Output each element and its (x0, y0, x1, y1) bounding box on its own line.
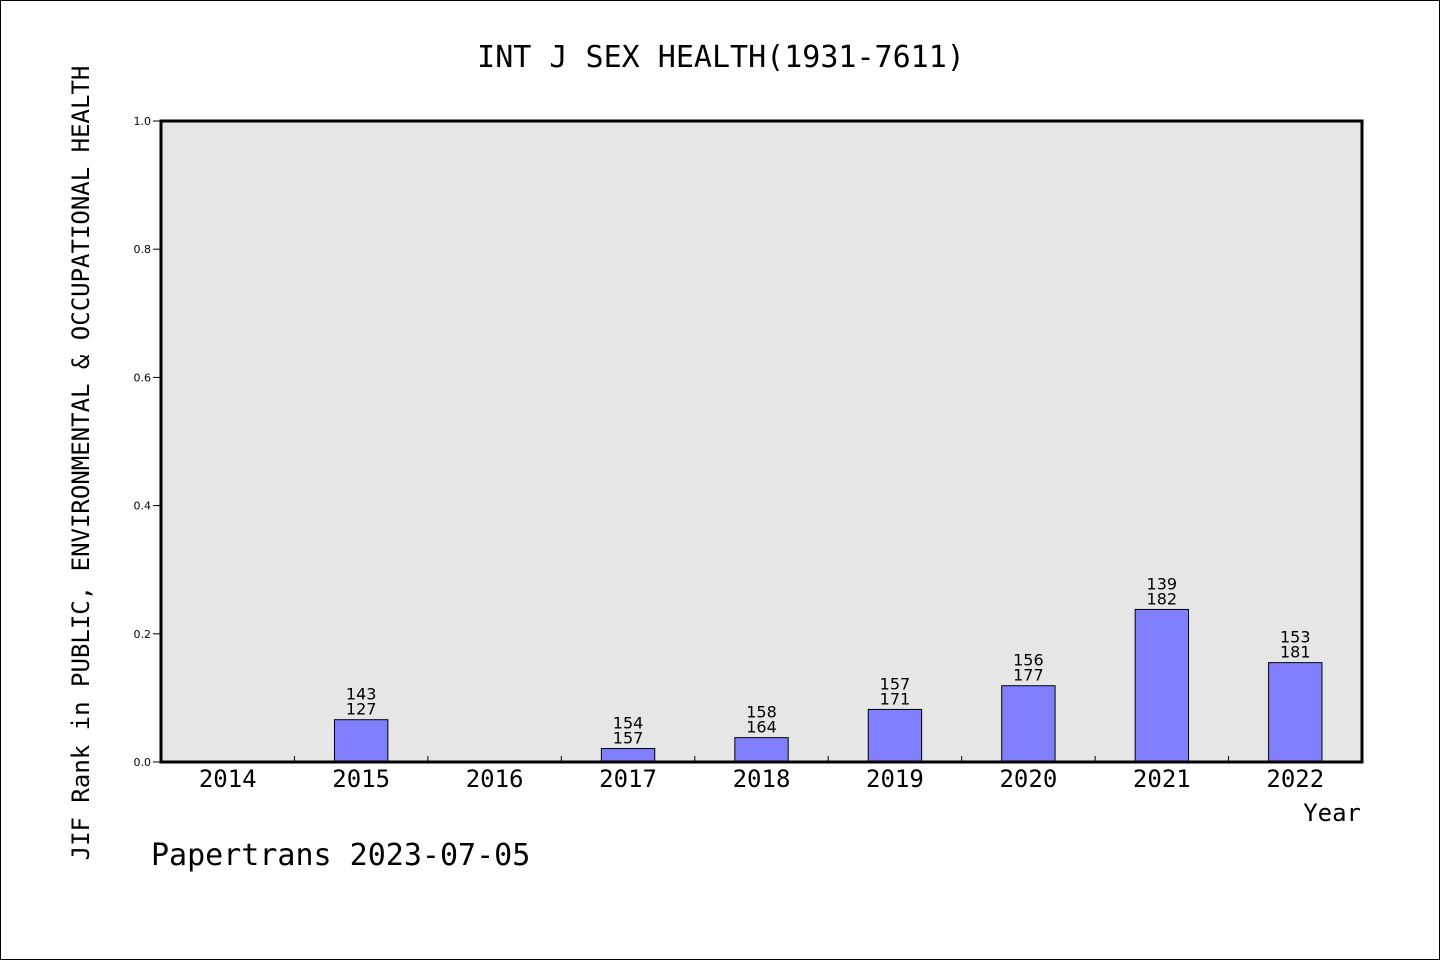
y-tick-label: 0.0 (134, 756, 152, 769)
x-axis-label: Year (1303, 799, 1361, 827)
y-tick-label: 0.4 (134, 500, 152, 513)
x-tick-label: 2019 (866, 765, 924, 793)
bar-label-total: 171 (880, 689, 911, 708)
chart-title: INT J SEX HEALTH(1931-7611) (477, 40, 965, 75)
bar-label-total: 182 (1147, 589, 1178, 608)
x-tick-label: 2017 (599, 765, 657, 793)
bar-label-total: 127 (346, 700, 377, 719)
y-tick-label: 0.2 (134, 628, 152, 641)
bar (600, 748, 656, 763)
bar-label-total: 164 (746, 718, 777, 737)
bar-label-rank: 154 (613, 714, 644, 733)
x-tick-label: 2021 (1133, 765, 1191, 793)
bars (333, 608, 1323, 763)
bar-label-total: 177 (1013, 666, 1044, 685)
bar-labels: 1431271541571581641571711561771391821531… (346, 574, 1311, 747)
bar-label-rank: 153 (1280, 628, 1311, 647)
bar (1268, 662, 1323, 763)
y-axis-label: JIF Rank in PUBLIC, ENVIRONMENTAL & OCCU… (67, 66, 95, 861)
bar (1001, 685, 1056, 763)
y-axis: 0.0 0.2 0.4 0.6 0.8 1.0 (134, 115, 161, 769)
footer-credit: Papertrans 2023-07-05 (151, 838, 530, 873)
bar (734, 737, 789, 763)
bar-label-rank: 158 (746, 703, 777, 722)
y-tick-label: 1.0 (134, 115, 152, 128)
bar-label-total: 157 (613, 729, 644, 748)
y-tick-label: 0.6 (134, 371, 152, 384)
bar-label-rank: 156 (1013, 651, 1044, 670)
x-tick-label: 2015 (332, 765, 390, 793)
bar-label-rank: 143 (346, 685, 377, 704)
x-tick-label: 2014 (199, 765, 257, 793)
bar (1134, 608, 1190, 763)
bar-label-rank: 139 (1147, 574, 1178, 593)
bar-label-rank: 157 (880, 674, 911, 693)
x-tick-label: 2016 (466, 765, 524, 793)
bar-label-total: 181 (1280, 643, 1311, 662)
plot-border (159, 119, 1364, 764)
x-tick-label: 2020 (999, 765, 1057, 793)
bar (333, 719, 389, 763)
x-tick-label: 2018 (733, 765, 791, 793)
y-tick-label: 0.8 (134, 243, 152, 256)
bar (867, 708, 923, 763)
x-tick-label: 2022 (1266, 765, 1324, 793)
x-axis: 2014 2015 2016 2017 2018 2019 2020 2021 2022 (199, 756, 1324, 793)
